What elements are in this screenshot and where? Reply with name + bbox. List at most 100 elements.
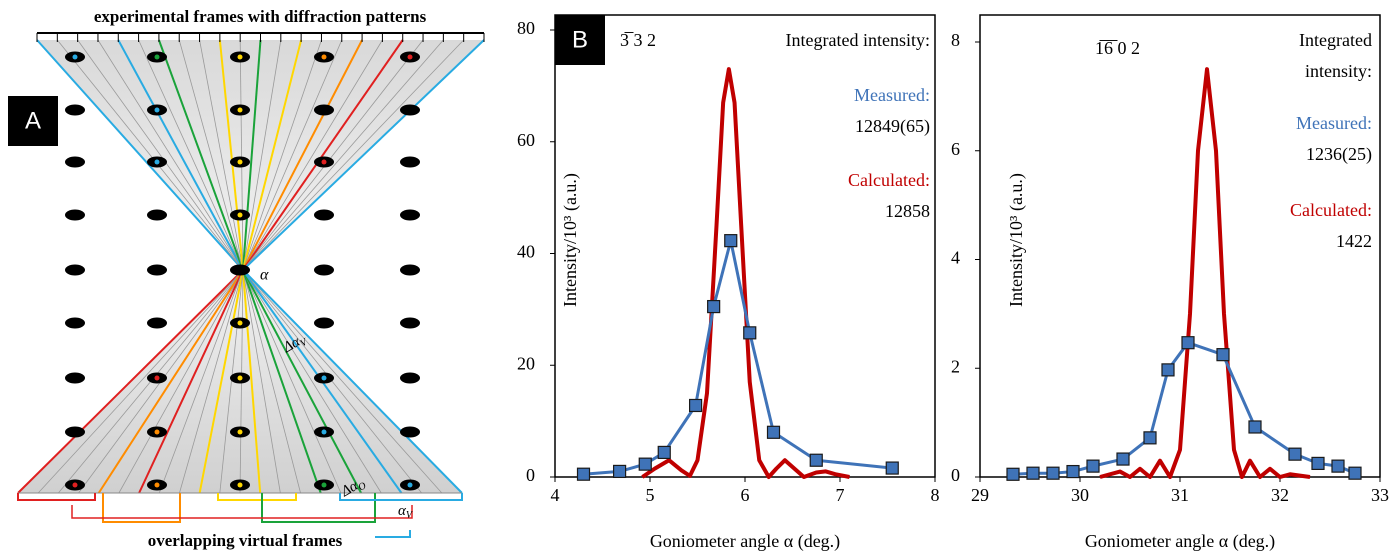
- frame-bracket: [102, 493, 181, 523]
- frame-ray: [242, 39, 262, 271]
- frame-ray: [242, 39, 424, 271]
- measured-point: [1066, 464, 1080, 479]
- virtual-angle: αV: [398, 503, 414, 521]
- frame-bracket: [261, 493, 376, 523]
- measured-point: [1181, 336, 1195, 350]
- reflection-spot: [65, 156, 85, 168]
- spot-center: [407, 54, 413, 60]
- spot-center: [237, 482, 243, 488]
- spot-center: [237, 212, 243, 218]
- annotation: intensity:: [1305, 61, 1372, 81]
- spot-center: [154, 375, 160, 381]
- virtual-ray: [242, 269, 262, 494]
- spot-center: [321, 159, 327, 165]
- virtual-ray: [179, 269, 244, 494]
- reflection-spot: [65, 317, 85, 329]
- chart: 29 30 31 32 33 0 2 4 6 8 Goniometer angle α (deg.)…: [951, 14, 1389, 552]
- y-tick-label: 40: [517, 242, 535, 262]
- measured-point: [1161, 363, 1175, 377]
- frame-ray: [199, 39, 244, 271]
- reflection-spot: [400, 317, 420, 329]
- measured-point: [1311, 456, 1325, 471]
- spot-center: [407, 482, 413, 488]
- y-axis-label: Intensity/10³ (a.u.): [1006, 173, 1027, 307]
- diffraction-diagram: [17, 32, 485, 538]
- x-tick-label: 32: [1271, 485, 1289, 505]
- virtual-ray: [242, 269, 443, 494]
- spot-center: [321, 375, 327, 381]
- panel-label: B: [572, 26, 588, 53]
- spot-center: [237, 375, 243, 381]
- reflection-spot: [65, 372, 85, 384]
- spot-center: [237, 54, 243, 60]
- measured-point: [766, 425, 781, 439]
- series-name: Calculated:: [848, 170, 930, 190]
- frame-ray: [178, 39, 244, 271]
- x-tick-label: 31: [1171, 485, 1189, 505]
- measured-point: [657, 445, 671, 460]
- virtual-ray: [242, 269, 422, 494]
- y-tick-label: 8: [951, 30, 960, 50]
- frame-ray: [36, 39, 244, 271]
- measured-point: [1248, 420, 1262, 434]
- reflection-spot: [314, 209, 334, 221]
- spot-center: [154, 159, 160, 165]
- spot-center: [321, 54, 327, 60]
- frame-bracket: [217, 493, 297, 501]
- calculated-curve: [1099, 67, 1311, 479]
- frame-ray: [117, 39, 244, 271]
- virtual-ray: [242, 269, 281, 494]
- frame-ray: [157, 39, 244, 271]
- reflection-spot: [400, 104, 420, 116]
- measured-point: [1046, 466, 1060, 480]
- reflection-spot: [400, 426, 420, 438]
- reflection-spot: [147, 317, 167, 329]
- measured-point: [1331, 459, 1345, 473]
- reflection-spot: [400, 372, 420, 384]
- x-tick-label: 7: [836, 485, 845, 505]
- reflection-spot: [400, 209, 420, 221]
- measured-point: [743, 326, 757, 340]
- rotation-symbol: α: [260, 267, 269, 284]
- spot-center: [154, 482, 160, 488]
- measured-point: [1348, 466, 1362, 480]
- spot-center: [237, 107, 243, 113]
- virtual-ray: [118, 269, 244, 494]
- reflection-spot: [65, 209, 85, 221]
- y-tick-label: 20: [517, 353, 535, 373]
- virtual-ray: [158, 269, 244, 494]
- bottom-label-bg: [125, 532, 365, 552]
- frame-ray: [242, 39, 444, 271]
- plot-frame: [979, 14, 1381, 478]
- top-label: experimental frames with diffraction pat…: [94, 7, 427, 26]
- measured-point: [809, 453, 823, 467]
- virtual-ray: [219, 269, 244, 494]
- measured-point: [612, 464, 627, 479]
- measured-point: [576, 467, 591, 481]
- virtual-ray: [242, 269, 342, 494]
- measured-line: [583, 239, 893, 476]
- virtual-ray: [138, 269, 244, 494]
- reflection-spot: [314, 104, 334, 116]
- x-tick-label: 6: [741, 485, 750, 505]
- frame-ray: [239, 39, 244, 271]
- spot-center: [72, 54, 78, 60]
- virtual-ray: [198, 269, 244, 494]
- frame-ray: [242, 39, 343, 271]
- measured-point: [724, 234, 738, 248]
- frame-ray: [242, 39, 322, 271]
- reflection-spot: [230, 264, 250, 276]
- y-tick-label: 4: [951, 248, 960, 268]
- annotation: 12858: [885, 201, 930, 221]
- measured-point: [1116, 452, 1130, 466]
- y-tick-label: 60: [517, 130, 535, 150]
- panel-label: A: [25, 107, 41, 134]
- measured-point: [1006, 467, 1020, 481]
- reflection-spot: [314, 264, 334, 276]
- spot-center: [237, 429, 243, 435]
- x-axis-label: Goniometer angle α (deg.): [650, 531, 840, 552]
- x-tick-label: 33: [1371, 485, 1389, 505]
